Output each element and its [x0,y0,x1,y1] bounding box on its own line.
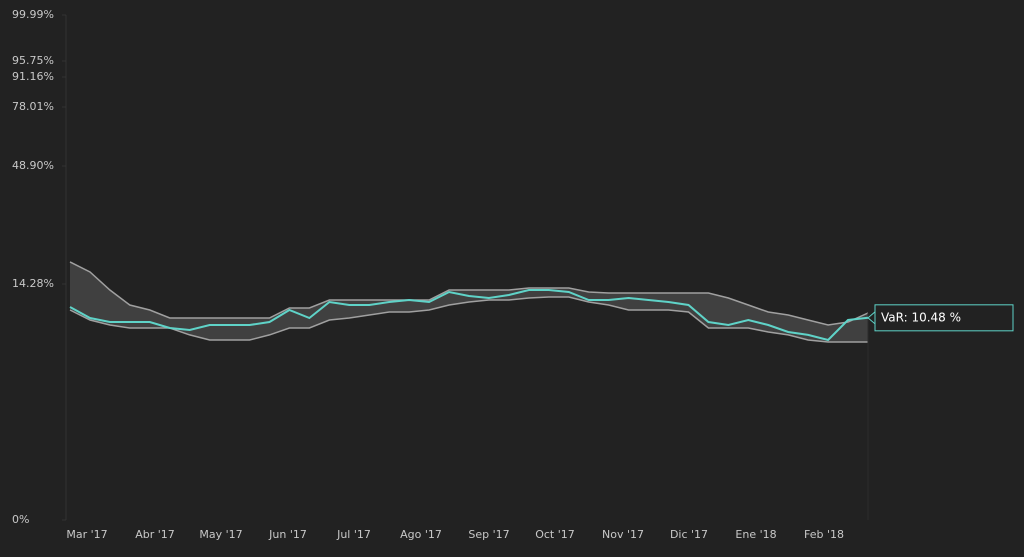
x-tick-label: Dic '17 [670,528,708,541]
y-tick-label: 91.16% [12,70,54,83]
x-tick-label: Feb '18 [804,528,844,541]
y-tick-label: 48.90% [12,159,54,172]
y-tick-label: 78.01% [12,100,54,113]
x-tick-label: Mar '17 [66,528,107,541]
band-lower [69,296,868,343]
x-tick-label: Oct '17 [535,528,575,541]
band-upper [69,261,869,326]
y-tick-label: 14.28% [12,277,54,290]
x-tick-label: Sep '17 [468,528,509,541]
tooltip-text: VaR: 10.48 % [881,310,961,324]
y-tick-label: 0% [12,513,29,526]
x-tick-label: Ago '17 [400,528,442,541]
y-tick-label: 99.99% [12,8,54,21]
x-tick-label: Ene '18 [735,528,776,541]
tooltip-box [874,304,1014,332]
y-tick-label: 95.75% [12,54,54,67]
x-tick-label: May '17 [199,528,242,541]
var-line [69,289,869,342]
x-tick-label: Abr '17 [135,528,175,541]
x-tick-label: Jun '17 [268,528,307,541]
x-tick-label: Nov '17 [602,528,644,541]
tooltip-pointer [867,310,876,325]
x-tick-label: Jul '17 [336,528,371,541]
